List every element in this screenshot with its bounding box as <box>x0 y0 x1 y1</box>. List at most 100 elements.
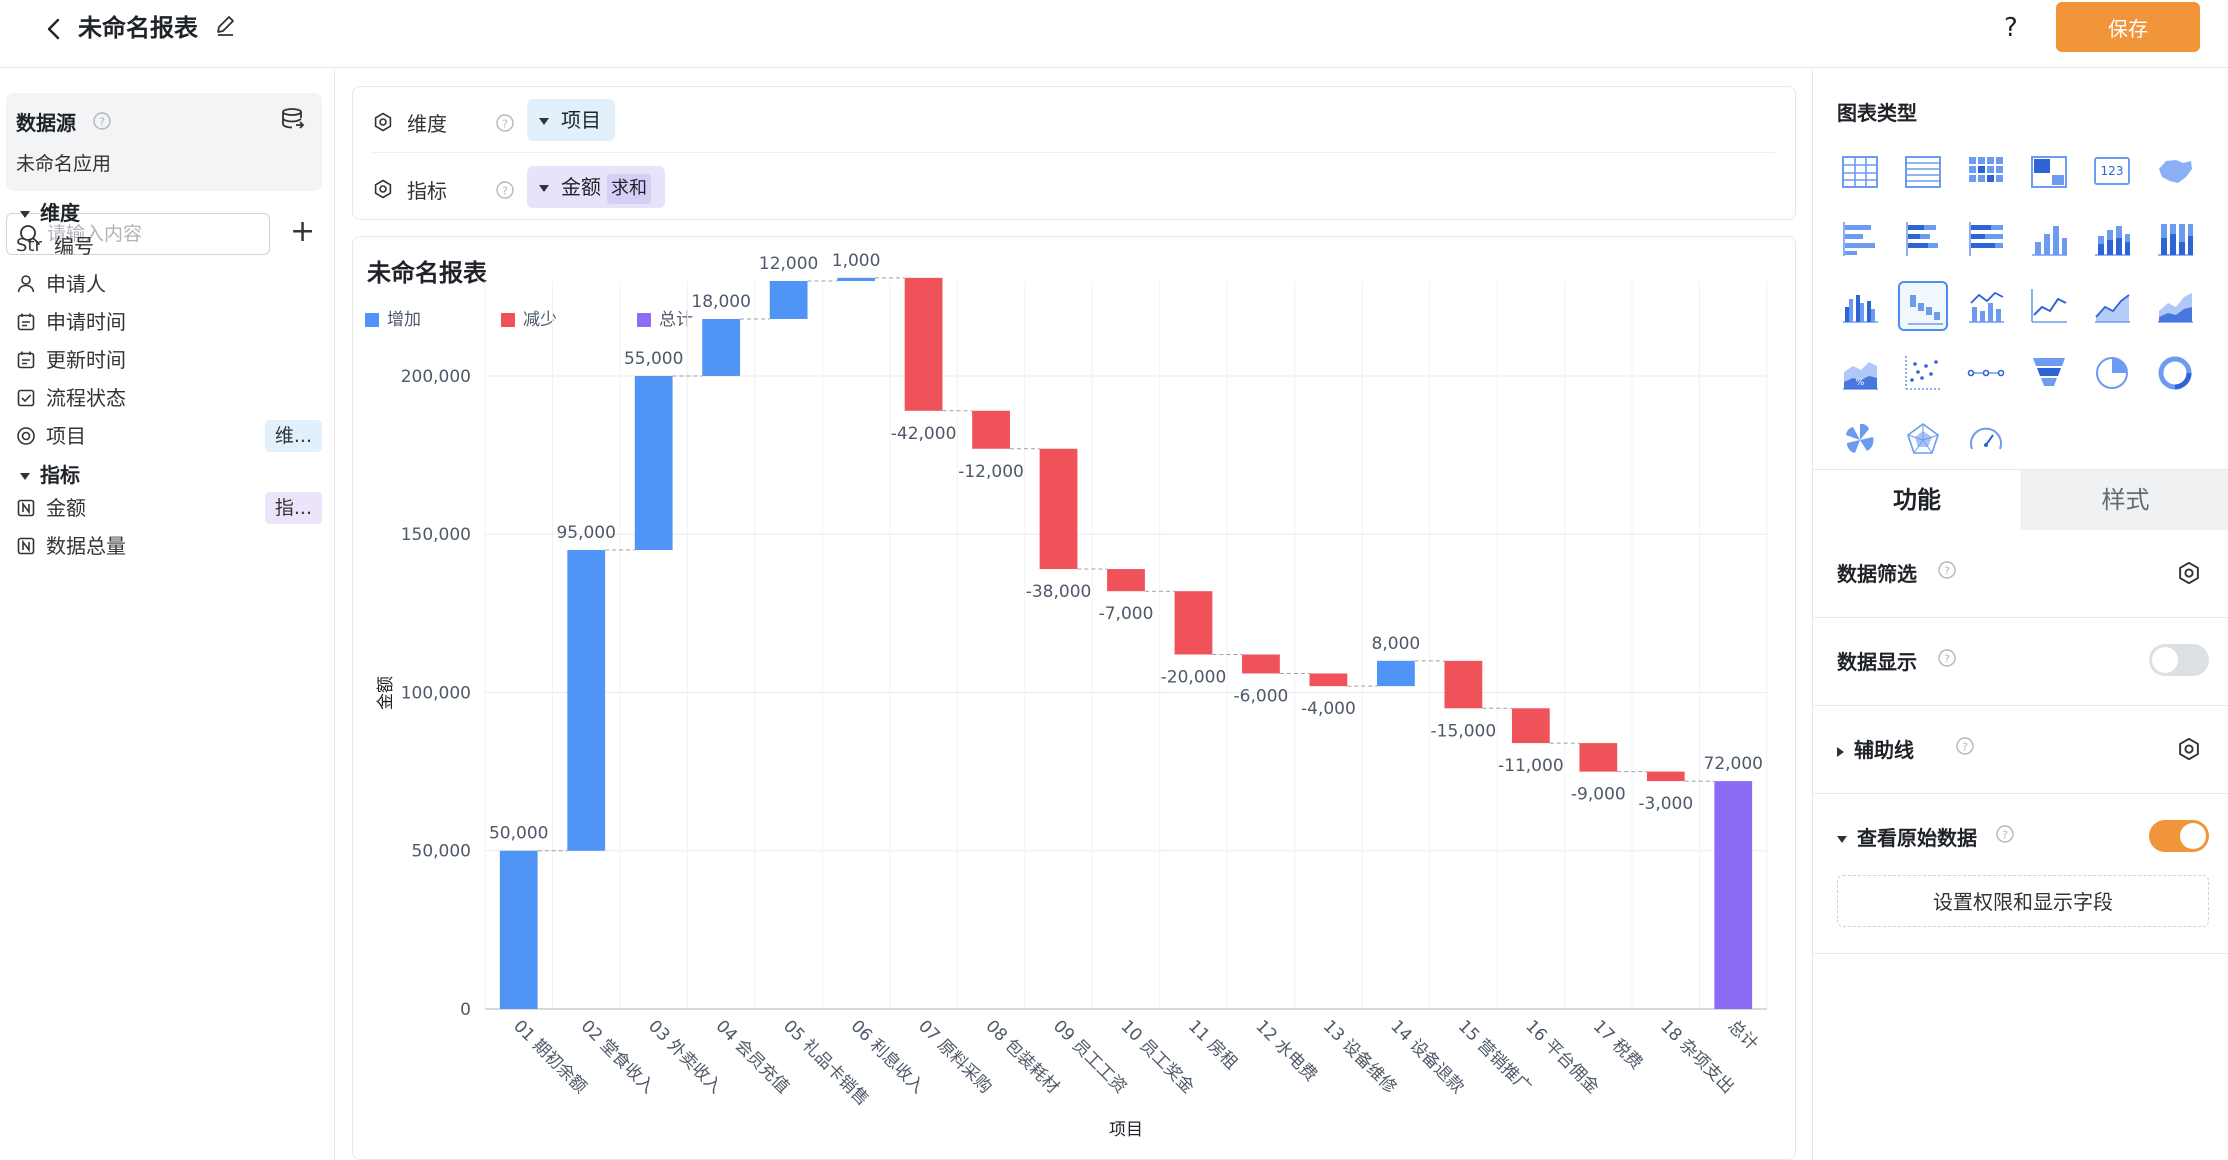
column-icon[interactable] <box>2024 214 2074 264</box>
percent-column-icon[interactable] <box>2150 214 2200 264</box>
toggle-knob <box>2180 823 2206 849</box>
search-input[interactable] <box>47 220 257 248</box>
help-circle-icon[interactable]: ? <box>1995 824 2015 844</box>
help-circle-icon[interactable]: ? <box>92 111 112 131</box>
cross-table-icon[interactable] <box>2024 147 2074 197</box>
waterfall-bar <box>1107 569 1145 592</box>
caret-down-icon[interactable] <box>539 185 549 192</box>
help-icon[interactable]: ? <box>2004 13 2018 43</box>
data-label: -3,000 <box>1638 794 1693 814</box>
stacked-area-icon[interactable] <box>2150 281 2200 331</box>
data-label: -38,000 <box>1026 582 1092 602</box>
field-item-data-count[interactable]: 数据总量 <box>16 526 322 566</box>
measure-label: 指标 <box>407 179 447 203</box>
gear-icon[interactable] <box>2177 561 2201 585</box>
gauge-icon[interactable] <box>1961 415 2011 465</box>
pie-icon[interactable] <box>2087 348 2137 398</box>
tab-style[interactable]: 样式 <box>2021 470 2228 530</box>
field-item-flow-status[interactable]: 流程状态 <box>16 378 322 418</box>
grouped-column-icon[interactable] <box>1835 281 1885 331</box>
svg-text:%: % <box>1856 378 1865 388</box>
svg-text:?: ? <box>99 116 105 129</box>
report-title[interactable]: 未命名报表 <box>78 14 198 42</box>
aux-line-label[interactable]: 辅助线 <box>1837 734 1914 763</box>
gear-icon[interactable] <box>373 112 393 132</box>
bar-horizontal-icon[interactable] <box>1835 214 1885 264</box>
svg-text:?: ? <box>502 185 508 198</box>
data-label: -9,000 <box>1571 785 1626 805</box>
rose-icon[interactable] <box>1835 415 1885 465</box>
tab-function[interactable]: 功能 <box>1813 470 2021 530</box>
svg-text:123: 123 <box>2101 164 2124 178</box>
field-item-amount[interactable]: 金额 指... <box>16 488 322 528</box>
detail-table-icon[interactable] <box>1898 147 1948 197</box>
field-item-bianhao[interactable]: Str 编号 <box>16 226 322 266</box>
field-label: 数据总量 <box>46 534 126 558</box>
area-icon[interactable] <box>2087 281 2137 331</box>
caret-down-icon[interactable] <box>539 118 549 125</box>
legend-swatch <box>365 313 379 327</box>
search-icon <box>20 225 40 245</box>
table-icon[interactable] <box>1835 147 1885 197</box>
stacked-column-icon[interactable] <box>2087 214 2137 264</box>
view-raw-toggle[interactable] <box>2149 820 2209 852</box>
back-icon[interactable] <box>40 14 70 44</box>
measure-section[interactable]: 指标 <box>20 459 80 488</box>
gear-icon[interactable] <box>2177 737 2201 761</box>
indicator-card-icon[interactable]: 123 <box>2087 147 2137 197</box>
field-item-update-time[interactable]: 更新时间 <box>16 340 322 380</box>
field-label: 申请时间 <box>46 310 126 334</box>
percent-bar-horizontal-icon[interactable] <box>1961 214 2011 264</box>
data-display-label: 数据显示 <box>1837 650 1917 674</box>
column-line-icon[interactable] <box>1961 281 2011 331</box>
waterfall-bar <box>567 550 606 851</box>
data-display-toggle[interactable] <box>2149 644 2209 676</box>
aggregation-badge[interactable]: 求和 <box>607 174 651 204</box>
field-label: 更新时间 <box>46 348 126 372</box>
dimension-section[interactable]: 维度 <box>20 197 80 226</box>
field-item-applicant[interactable]: 申请人 <box>16 264 322 304</box>
dot-line-icon[interactable] <box>1961 348 2011 398</box>
edit-icon[interactable] <box>214 14 236 38</box>
number-type-icon <box>17 537 35 555</box>
chart-title: 未命名报表 <box>367 259 487 287</box>
waterfall-bar <box>1646 771 1685 782</box>
help-circle-icon[interactable]: ? <box>495 180 515 200</box>
dimension-label: 维度 <box>407 112 447 136</box>
database-icon[interactable] <box>280 107 306 131</box>
map-icon[interactable] <box>2150 147 2200 197</box>
x-tick-label: 总计 <box>1724 1016 1762 1054</box>
y-tick-label: 50,000 <box>412 842 471 862</box>
gear-icon[interactable] <box>373 179 393 199</box>
pivot-table-icon[interactable] <box>1961 147 2011 197</box>
help-circle-icon[interactable]: ? <box>495 113 515 133</box>
line-icon[interactable] <box>2024 281 2074 331</box>
field-search[interactable] <box>6 213 270 255</box>
waterfall-bar <box>1579 743 1618 772</box>
permission-button[interactable]: 设置权限和显示字段 <box>1837 875 2209 927</box>
data-label: 72,000 <box>1704 754 1763 774</box>
view-raw-label[interactable]: 查看原始数据 <box>1837 822 1977 851</box>
field-label: 流程状态 <box>46 386 126 410</box>
save-button[interactable]: 保存 <box>2056 2 2200 52</box>
checkbox-icon <box>17 389 35 407</box>
add-field-button[interactable]: + <box>290 214 316 249</box>
measure-pill[interactable]: 金额 求和 <box>527 166 665 208</box>
help-circle-icon[interactable]: ? <box>1955 736 1975 756</box>
help-circle-icon[interactable]: ? <box>1937 648 1957 668</box>
funnel-icon[interactable] <box>2024 348 2074 398</box>
waterfall-icon[interactable] <box>1898 281 1948 331</box>
waterfall-bar <box>769 281 808 319</box>
help-circle-icon[interactable]: ? <box>1937 560 1957 580</box>
field-item-project[interactable]: 项目 维... <box>16 416 322 456</box>
radar-icon[interactable] <box>1898 415 1948 465</box>
field-item-apply-time[interactable]: 申请时间 <box>16 302 322 342</box>
percent-area-icon[interactable]: % <box>1835 348 1885 398</box>
y-tick-label: 100,000 <box>401 683 471 703</box>
dimension-pill[interactable]: 项目 <box>527 99 615 141</box>
stacked-bar-horizontal-icon[interactable] <box>1898 214 1948 264</box>
ring-icon[interactable] <box>2150 348 2200 398</box>
data-label: 95,000 <box>556 523 615 543</box>
dimension-row: 维度 ? 项目 <box>373 99 1773 145</box>
scatter-icon[interactable] <box>1898 348 1948 398</box>
